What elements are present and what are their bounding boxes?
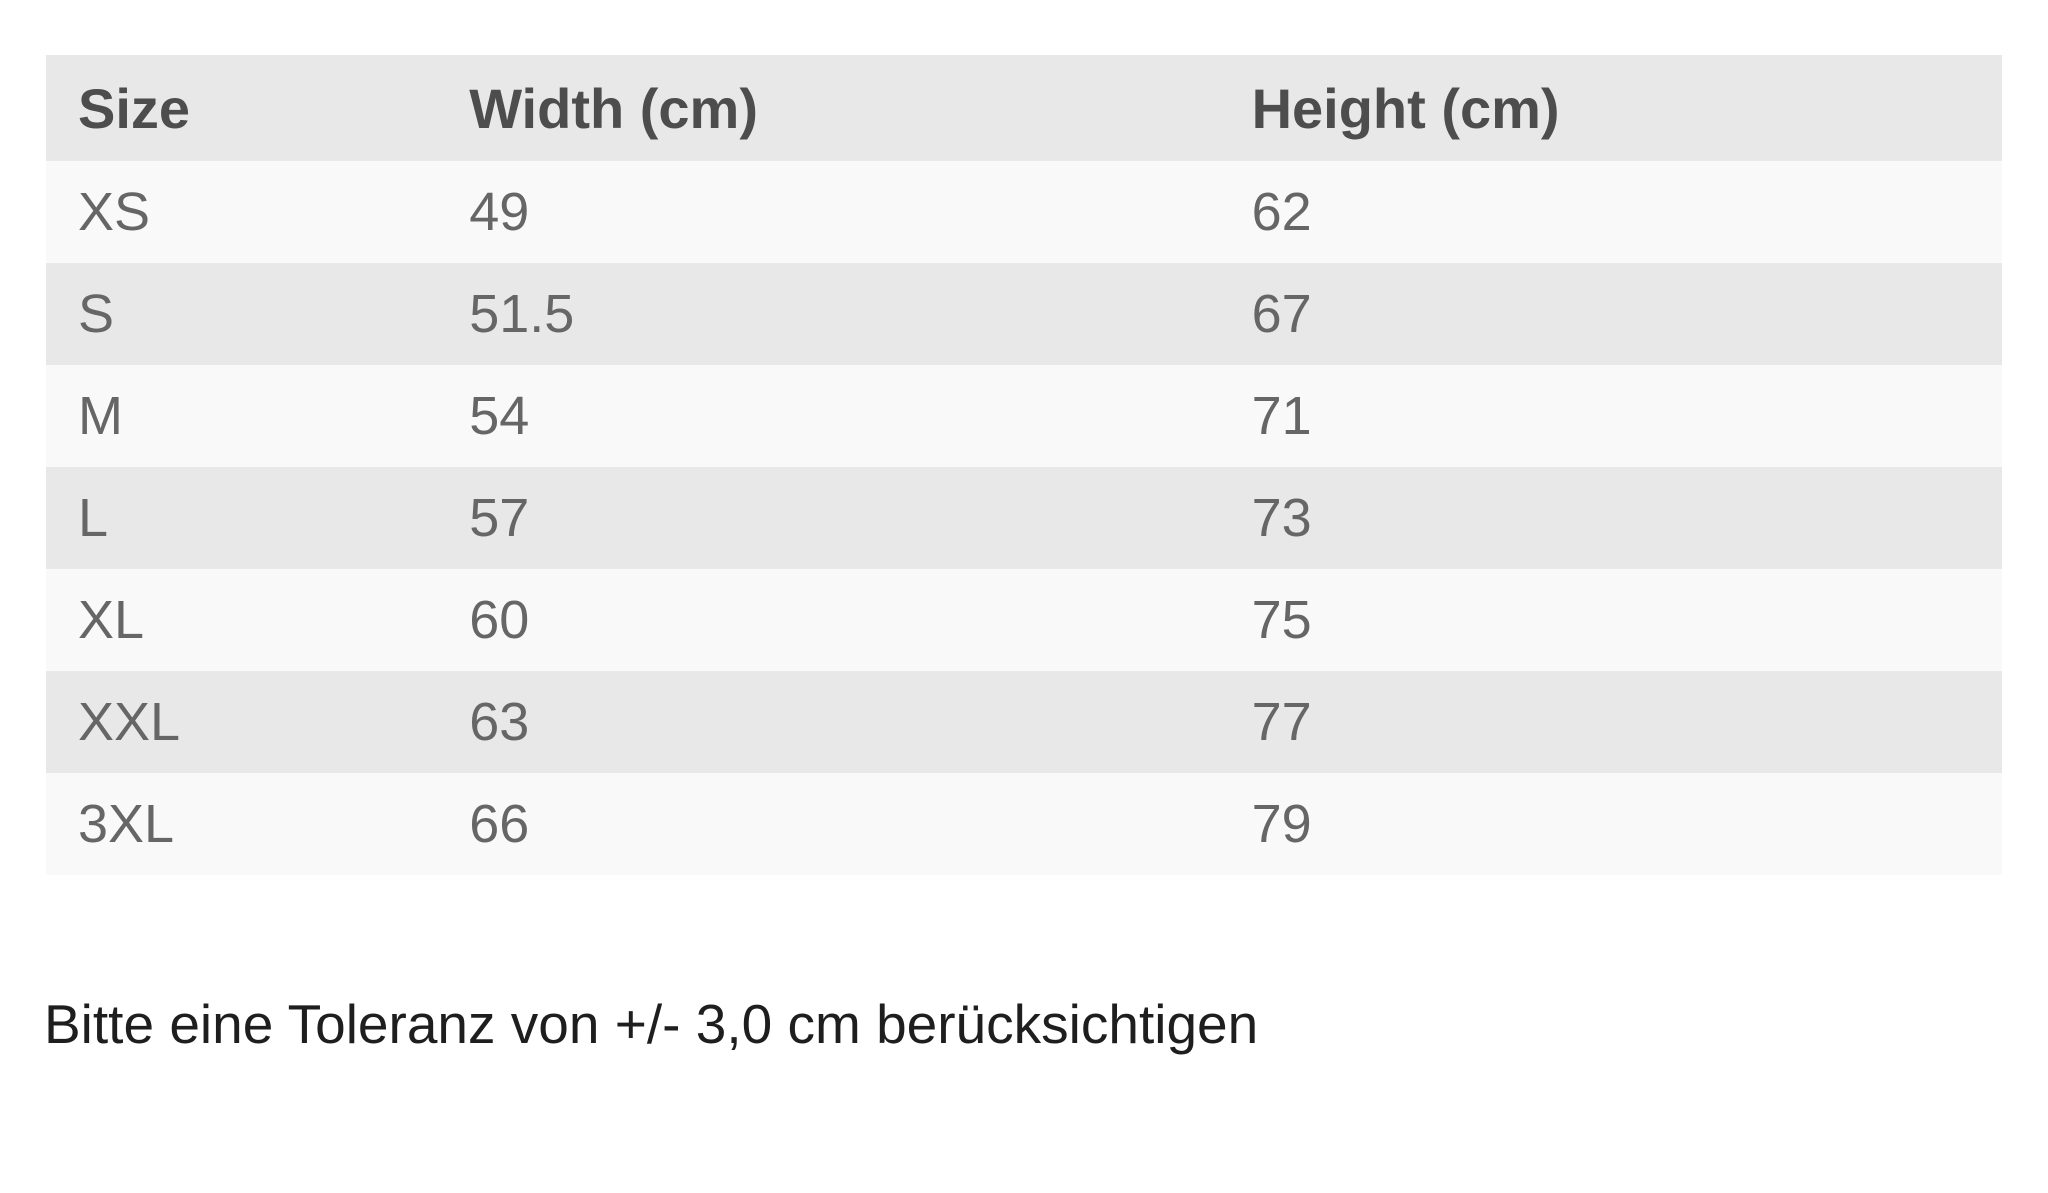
width-cell: 51.5	[469, 284, 575, 344]
tolerance-note: Bitte eine Toleranz von +/- 3,0 cm berüc…	[44, 993, 1259, 1055]
width-cell: 60	[469, 590, 530, 650]
column-header-width: Width (cm)	[469, 76, 758, 140]
height-cell: 71	[1251, 386, 1312, 446]
width-cell: 54	[469, 386, 530, 446]
height-cell: 79	[1251, 794, 1312, 854]
size-cell: M	[78, 386, 123, 446]
column-header-size: Size	[78, 76, 191, 140]
size-cell: L	[78, 488, 109, 548]
size-cell: XL	[78, 590, 145, 650]
width-cell: 66	[469, 794, 530, 854]
table-row: 3XL 66 79	[46, 773, 2002, 875]
size-table: Size Width (cm) Height (cm) XS 49 62 S 5…	[46, 55, 2002, 875]
height-cell: 75	[1251, 590, 1312, 650]
size-cell: XXL	[78, 692, 181, 752]
size-cell: XS	[78, 182, 151, 242]
width-cell: 63	[469, 692, 530, 752]
height-cell: 62	[1251, 182, 1312, 242]
size-cell: 3XL	[78, 794, 175, 854]
column-header-height: Height (cm)	[1251, 76, 1560, 140]
table-row: XS 49 62	[46, 161, 2002, 263]
table-row: L 57 73	[46, 467, 2002, 569]
height-cell: 77	[1251, 692, 1312, 752]
size-cell: S	[78, 284, 115, 344]
height-cell: 67	[1251, 284, 1312, 344]
height-cell: 73	[1251, 488, 1312, 548]
table-row: XL 60 75	[46, 569, 2002, 671]
table-row: M 54 71	[46, 365, 2002, 467]
width-cell: 57	[469, 488, 530, 548]
width-cell: 49	[469, 182, 530, 242]
table-row: XXL 63 77	[46, 671, 2002, 773]
table-header-row: Size Width (cm) Height (cm)	[46, 55, 2002, 161]
table-row: S 51.5 67	[46, 263, 2002, 365]
